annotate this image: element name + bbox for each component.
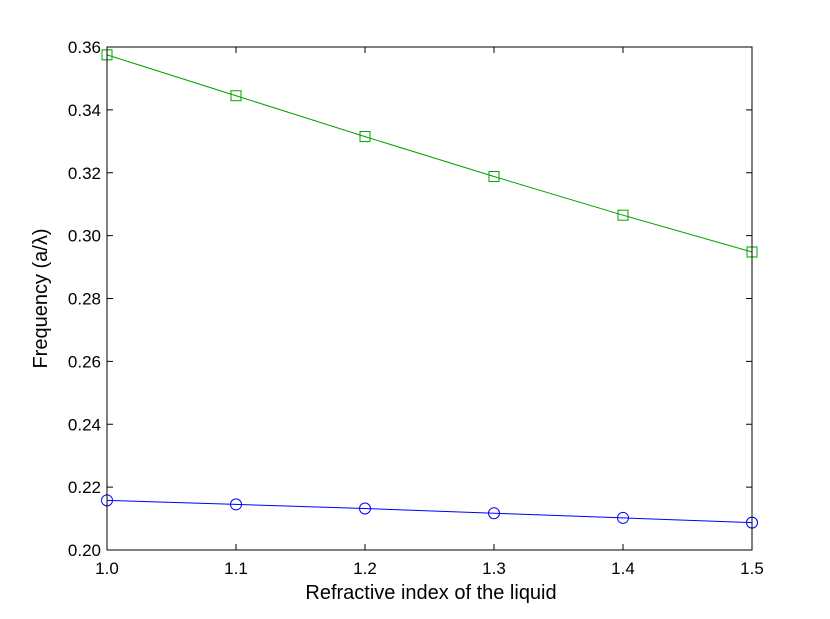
- y-tick-label: 0.28: [68, 290, 101, 309]
- y-tick-label: 0.32: [68, 164, 101, 183]
- data-point-circle: [230, 498, 242, 511]
- data-point-circle: [617, 511, 629, 524]
- x-tick-label: 1.5: [740, 559, 764, 578]
- y-tick-label: 0.22: [68, 478, 101, 497]
- plot-frame: [106, 46, 753, 551]
- data-point-circle: [488, 507, 500, 520]
- plot-area: [107, 47, 752, 550]
- x-tick-label: 1.4: [611, 559, 635, 578]
- y-tick-label: 0.20: [68, 541, 101, 560]
- y-tick-label: 0.34: [68, 101, 101, 120]
- ticks-layer: 1.0 1.1 1.2 1.3 1.4 1.5 0.20 0.22 0.24 0.26 0.28 0.…: [68, 38, 764, 578]
- data-point-circle: [359, 502, 371, 515]
- series-line-circle: [106, 499, 753, 524]
- y-axis-label: Frequency (a/λ): [30, 228, 52, 368]
- data-point-square: [617, 209, 629, 221]
- x-tick-label: 1.2: [353, 559, 377, 578]
- y-tick-label: 0.30: [68, 227, 101, 246]
- data-point-square: [230, 90, 242, 102]
- y-tick-label: 0.36: [68, 38, 101, 57]
- series-line-square: [106, 54, 753, 253]
- y-tick-label: 0.26: [68, 352, 101, 371]
- data-point-square: [488, 171, 500, 183]
- data-point-square: [359, 131, 371, 143]
- x-tick-label: 1.0: [95, 559, 119, 578]
- y-tick-label: 0.24: [68, 415, 101, 434]
- x-axis-label: Refractive index of the liquid: [305, 582, 556, 604]
- x-tick-label: 1.1: [224, 559, 248, 578]
- x-tick-label: 1.3: [482, 559, 506, 578]
